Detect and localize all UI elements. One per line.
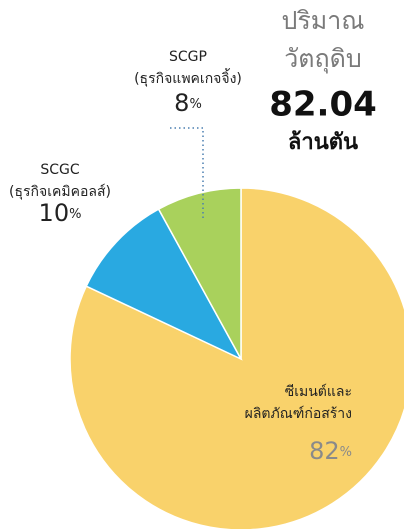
pie-slice xyxy=(85,208,243,361)
slice-label: SCGP xyxy=(169,49,207,65)
slice-label: (ธุรกิจเคมิคอลส์) xyxy=(9,183,111,200)
slice-label: SCGC xyxy=(40,162,80,178)
leader-line xyxy=(170,127,204,218)
total-value: 82.04 xyxy=(269,85,377,125)
value-label: 82% xyxy=(309,437,352,465)
slice-label: (ธุรกิจแพคเกจจิ้ง) xyxy=(134,68,242,87)
value-number: 82 xyxy=(309,437,340,465)
slice-label: ซีเมนต์และ xyxy=(285,383,352,400)
total-unit: ล้านตัน xyxy=(288,130,358,155)
pie-slice xyxy=(157,187,242,360)
pie-slice xyxy=(69,187,404,529)
slice-label: ผลิตภัณฑ์ก่อสร้าง xyxy=(245,405,352,422)
value-label: 8% xyxy=(174,89,202,117)
title-line: วัตถุดิบ xyxy=(284,44,362,74)
title-line: ปริมาณ xyxy=(281,6,364,35)
value-number: 8 xyxy=(174,89,189,117)
value-unit: % xyxy=(340,445,352,460)
value-label: 10% xyxy=(39,199,82,227)
value-unit: % xyxy=(69,207,81,222)
value-number: 10 xyxy=(39,199,70,227)
value-unit: % xyxy=(189,97,201,112)
